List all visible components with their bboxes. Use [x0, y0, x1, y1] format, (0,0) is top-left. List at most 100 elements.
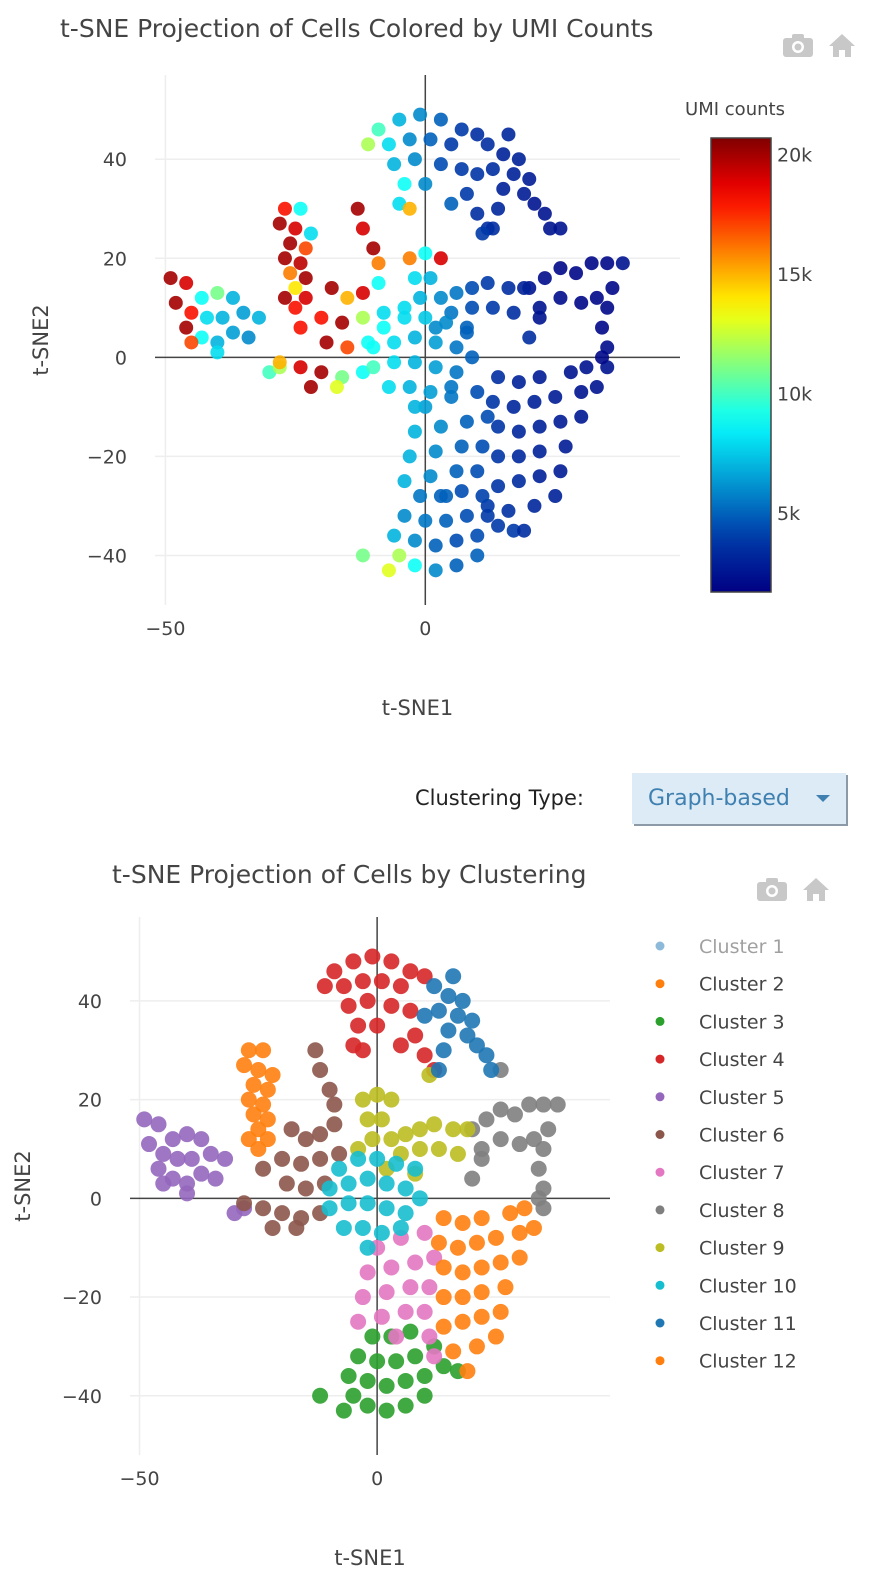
umi-point: [277, 251, 292, 266]
umi-point: [272, 216, 287, 231]
cluster-point: [326, 1096, 343, 1113]
umi-point: [511, 152, 526, 167]
cluster-point: [312, 1126, 329, 1143]
legend-marker: [655, 1205, 665, 1215]
umi-points: [163, 107, 630, 578]
cluster-point: [487, 1229, 504, 1246]
cluster-point: [473, 1150, 490, 1167]
legend-item[interactable]: Cluster 10: [655, 1275, 797, 1297]
umi-point: [272, 355, 287, 370]
cluster-point: [359, 1170, 376, 1187]
cluster-point: [255, 1160, 272, 1177]
cluster-point: [236, 1195, 253, 1212]
cluster-point: [535, 1096, 552, 1113]
legend-item[interactable]: Cluster 8: [655, 1200, 785, 1222]
umi-point: [236, 305, 251, 320]
umi-point: [444, 196, 459, 211]
legend-marker: [655, 1130, 665, 1139]
umi-point: [433, 290, 448, 305]
legend-item[interactable]: Cluster 7: [655, 1162, 785, 1184]
cluster-point: [359, 1239, 376, 1256]
cluster-point: [549, 1096, 566, 1113]
legend-item[interactable]: Cluster 5: [655, 1087, 785, 1109]
cluster-point: [250, 1062, 267, 1079]
umi-point: [428, 538, 443, 553]
cluster-point: [426, 1249, 443, 1266]
legend-item[interactable]: Cluster 6: [655, 1125, 785, 1147]
legend-item[interactable]: Cluster 12: [655, 1351, 797, 1373]
legend-item[interactable]: Cluster 2: [655, 974, 785, 996]
umi-point: [355, 310, 370, 325]
cluster-point: [430, 1140, 447, 1157]
cluster-point: [255, 1042, 272, 1059]
cluster-point: [468, 1037, 485, 1054]
chart2-title: t-SNE Projection of Cells by Clustering: [112, 860, 587, 889]
umi-point: [532, 469, 547, 484]
umi-point: [376, 320, 391, 335]
umi-point: [444, 380, 459, 395]
umi-point: [449, 464, 464, 479]
umi-point: [491, 479, 506, 494]
cluster-point: [378, 1175, 395, 1192]
home-icon[interactable]: [802, 876, 834, 902]
umi-point: [511, 424, 526, 439]
umi-point: [335, 315, 350, 330]
cluster-point: [331, 1160, 348, 1177]
legend-item[interactable]: Cluster 11: [655, 1313, 797, 1335]
cluster-point: [350, 1017, 367, 1034]
cluster-point: [416, 1368, 433, 1385]
cluster-point: [369, 1353, 386, 1370]
chart2-modebar: [756, 876, 834, 902]
umi-point: [163, 271, 178, 286]
umi-point: [366, 241, 381, 256]
camera-icon[interactable]: [756, 876, 788, 902]
clustering-type-dropdown[interactable]: Graph-based: [632, 773, 846, 824]
umi-point: [397, 300, 412, 315]
cluster-point: [345, 1387, 362, 1404]
umi-point: [407, 271, 422, 286]
cluster-point: [155, 1175, 172, 1192]
umi-point: [449, 340, 464, 355]
cluster-point: [416, 968, 433, 985]
umi-point: [423, 132, 438, 147]
cluster-point: [464, 1012, 481, 1029]
umi-point: [459, 186, 474, 201]
home-icon[interactable]: [828, 32, 860, 58]
umi-point: [553, 414, 568, 429]
umi-point: [595, 320, 610, 335]
cluster-point: [392, 1037, 409, 1054]
cluster-point: [350, 1150, 367, 1167]
umi-point: [397, 310, 412, 325]
cluster-point: [345, 953, 362, 970]
cluster-point: [440, 987, 457, 1004]
umi-point: [283, 236, 298, 251]
umi-point: [262, 365, 277, 380]
umi-point: [179, 276, 194, 291]
umi-point: [615, 256, 630, 271]
cluster-point: [297, 1131, 314, 1148]
cluster-point: [259, 1081, 276, 1098]
cluster-point: [402, 1002, 419, 1019]
legend-marker: [655, 1243, 665, 1253]
cluster-point: [326, 963, 343, 980]
umi-point: [491, 370, 506, 385]
cluster-point: [250, 1140, 267, 1157]
legend-item[interactable]: Cluster 1: [655, 936, 785, 958]
umi-point: [387, 157, 402, 172]
legend-item[interactable]: Cluster 9: [655, 1238, 785, 1260]
cluster-point: [478, 1111, 495, 1128]
cluster-point: [312, 1062, 329, 1079]
umi-point: [210, 335, 225, 350]
cluster-point: [449, 1239, 466, 1256]
legend-label: Cluster 7: [699, 1162, 785, 1184]
camera-icon[interactable]: [782, 32, 814, 58]
cluster-point: [179, 1126, 196, 1143]
cluster-point: [454, 1264, 471, 1281]
legend-item[interactable]: Cluster 4: [655, 1049, 785, 1071]
cluster-point: [359, 992, 376, 1009]
legend-item[interactable]: Cluster 3: [655, 1011, 785, 1033]
cluster-point: [383, 997, 400, 1014]
cluster-point: [445, 1121, 462, 1138]
cluster-point: [492, 1303, 509, 1320]
umi-point: [439, 315, 454, 330]
